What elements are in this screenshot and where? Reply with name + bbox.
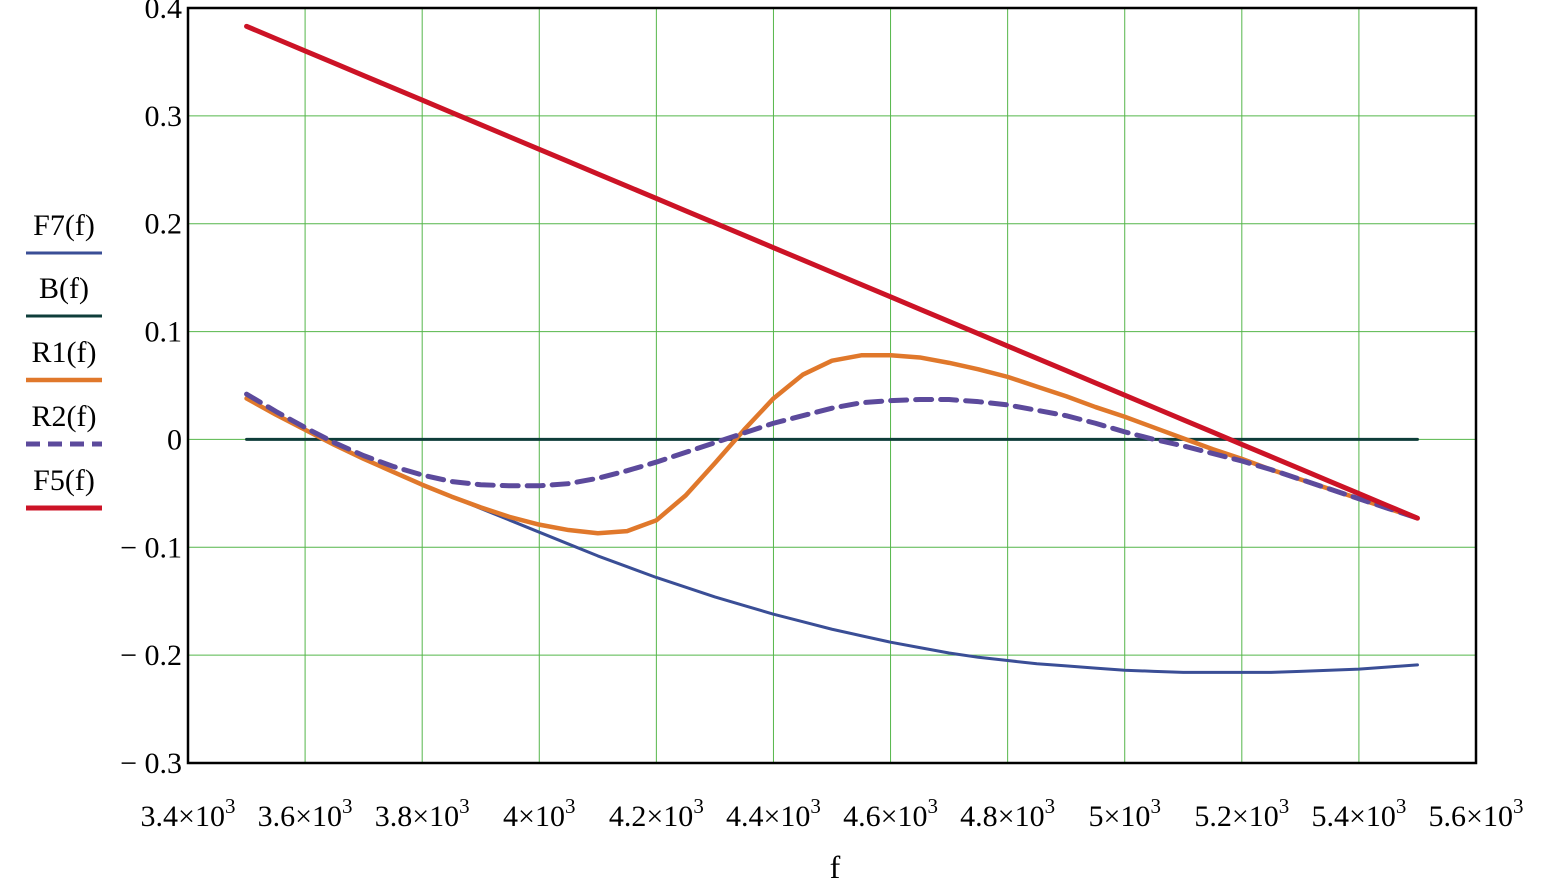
x-tick-base: 5.6×10 xyxy=(1429,800,1513,833)
y-tick-label: − 0.3 xyxy=(120,747,182,780)
x-tick-label: 4.4×103 xyxy=(726,794,821,833)
x-tick-base: 5.2×10 xyxy=(1194,800,1278,833)
y-tick-label: 0 xyxy=(167,423,182,456)
x-tick-label: 4×103 xyxy=(503,794,575,833)
x-tick-label: 5.4×103 xyxy=(1311,794,1406,833)
x-tick-base: 3.6×10 xyxy=(258,800,342,833)
x-tick-base: 4.4×10 xyxy=(726,800,810,833)
series-layer xyxy=(244,23,1420,674)
x-tick-label: 4.6×103 xyxy=(843,794,938,833)
legend-label: F5(f) xyxy=(33,464,95,497)
x-tick-base: 5.4×10 xyxy=(1311,800,1395,833)
x-tick-base: 4.8×10 xyxy=(960,800,1044,833)
legend: F7(f) B(f) R1(f) R2(f) F5(f) xyxy=(26,209,102,511)
x-tick-label: 5×103 xyxy=(1089,794,1161,833)
y-tick-label: − 0.1 xyxy=(120,531,182,564)
x-tick-label: 5.2×103 xyxy=(1194,794,1289,833)
x-tick-base: 3.4×10 xyxy=(141,800,225,833)
x-tick-exponent: 3 xyxy=(928,794,939,818)
x-tick-exponent: 3 xyxy=(1045,794,1056,818)
x-tick-label: 3.4×103 xyxy=(141,794,236,833)
x-tick-exponent: 3 xyxy=(1513,794,1524,818)
x-tick-label: 3.8×103 xyxy=(375,794,470,833)
series-line-f5f xyxy=(244,23,1420,521)
x-tick-exponent: 3 xyxy=(1279,794,1290,818)
x-tick-base: 4×10 xyxy=(503,800,565,833)
y-tick-label: 0.4 xyxy=(145,0,183,25)
legend-label: R1(f) xyxy=(32,336,97,369)
y-tick-label: 0.1 xyxy=(145,316,183,349)
y-tick-label: 0.3 xyxy=(145,100,183,133)
x-tick-label: 5.6×103 xyxy=(1429,794,1524,833)
x-tick-exponent: 3 xyxy=(459,794,470,818)
x-tick-base: 4.2×10 xyxy=(609,800,693,833)
x-tick-exponent: 3 xyxy=(693,794,704,818)
x-tick-base: 4.6×10 xyxy=(843,800,927,833)
x-tick-exponent: 3 xyxy=(1150,794,1161,818)
y-tick-label: 0.2 xyxy=(145,208,183,241)
x-tick-label: 3.6×103 xyxy=(258,794,353,833)
x-tick-exponent: 3 xyxy=(225,794,236,818)
x-tick-label: 4.8×103 xyxy=(960,794,1055,833)
plot-frame xyxy=(186,6,1478,765)
x-tick-label: 4.2×103 xyxy=(609,794,704,833)
x-axis-title: f xyxy=(830,849,841,885)
x-tick-base: 5×10 xyxy=(1089,800,1151,833)
legend-label: F7(f) xyxy=(33,209,95,242)
x-tick-exponent: 3 xyxy=(565,794,576,818)
y-tick-labels: 0.4 0.3 0.2 0.1 0 − 0.1 − 0.2 − 0.3 xyxy=(120,0,182,780)
legend-label: R2(f) xyxy=(32,400,97,433)
x-tick-exponent: 3 xyxy=(810,794,821,818)
x-tick-base: 3.8×10 xyxy=(375,800,459,833)
x-tick-exponent: 3 xyxy=(342,794,353,818)
x-tick-labels: 3.4×103 3.6×103 3.8×103 4×103 4.2×103 4.4×103… xyxy=(141,794,1524,833)
series-line-r2f xyxy=(244,391,1420,521)
x-tick-exponent: 3 xyxy=(1396,794,1407,818)
y-tick-label: − 0.2 xyxy=(120,639,182,672)
legend-label: B(f) xyxy=(39,272,89,305)
series-line-r1f xyxy=(244,353,1420,536)
